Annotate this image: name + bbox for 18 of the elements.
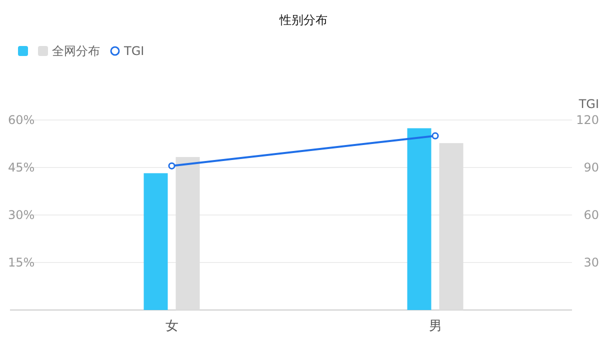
- x-tick-label: 男: [428, 319, 442, 334]
- legend-label: 全网分布: [52, 44, 100, 58]
- bar: [407, 128, 432, 310]
- y-tick-label: 45%: [8, 160, 35, 174]
- legend-label: TGI: [123, 44, 144, 58]
- y-tick-label: 15%: [8, 256, 35, 270]
- bar: [144, 173, 168, 310]
- bar: [439, 143, 464, 310]
- y2-tick-label: 120: [576, 113, 599, 127]
- y2-tick-label: 60: [584, 208, 599, 222]
- y-tick-label: 60%: [8, 113, 35, 127]
- y-tick-label: 30%: [8, 208, 35, 222]
- y2-tick-label: 30: [584, 256, 599, 270]
- x-tick-label: 女: [165, 319, 178, 334]
- y2-axis-title: TGI: [578, 97, 599, 111]
- y2-tick-label: 90: [584, 160, 599, 174]
- chart-title: 性别分布: [278, 13, 328, 27]
- bar: [176, 157, 200, 310]
